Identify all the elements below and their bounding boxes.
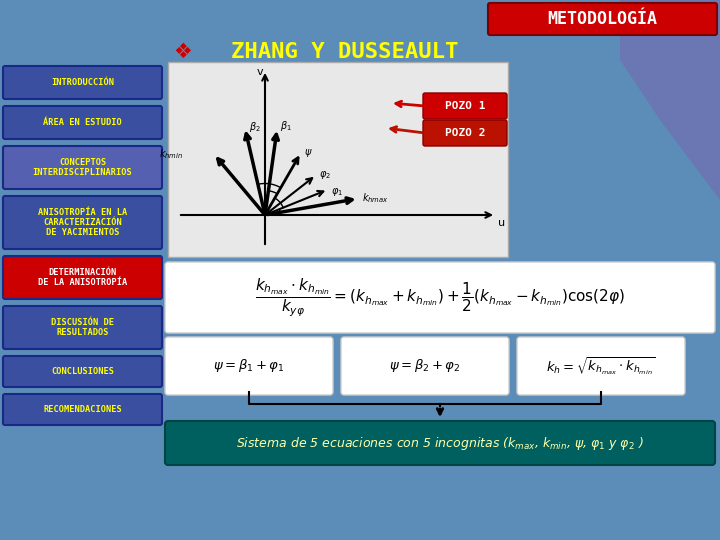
Text: ZHANG Y DUSSEAULT: ZHANG Y DUSSEAULT: [231, 42, 459, 62]
Text: $\dfrac{k_{h_{max}} \cdot k_{h_{min}}}{k_{y\varphi}} = (k_{h_{max}} + k_{h_{min}: $\dfrac{k_{h_{max}} \cdot k_{h_{min}}}{k…: [255, 276, 625, 319]
FancyBboxPatch shape: [3, 196, 162, 249]
FancyBboxPatch shape: [341, 337, 509, 395]
Polygon shape: [620, 0, 720, 200]
Text: ❖: ❖: [174, 42, 192, 62]
Text: $\psi$: $\psi$: [304, 147, 312, 159]
Text: CONCLUSIONES: CONCLUSIONES: [51, 367, 114, 376]
FancyBboxPatch shape: [488, 3, 717, 35]
Text: ÁREA EN ESTUDIO: ÁREA EN ESTUDIO: [43, 118, 122, 127]
FancyBboxPatch shape: [3, 66, 162, 99]
Text: $k_{hmin}$: $k_{hmin}$: [158, 147, 183, 160]
FancyBboxPatch shape: [165, 262, 715, 333]
Text: $\varphi_2$: $\varphi_2$: [319, 169, 331, 181]
FancyBboxPatch shape: [3, 394, 162, 425]
Text: $k_{hmax}$: $k_{hmax}$: [361, 192, 388, 205]
Text: ANISOTROPÍA EN LA
CARACTERIZACIÓN
DE YACIMIENTOS: ANISOTROPÍA EN LA CARACTERIZACIÓN DE YAC…: [38, 207, 127, 238]
Text: RECOMENDACIONES: RECOMENDACIONES: [43, 405, 122, 414]
Text: $\beta_1$: $\beta_1$: [280, 119, 292, 133]
Text: POZO 1: POZO 1: [445, 101, 485, 111]
FancyBboxPatch shape: [165, 421, 715, 465]
Text: Sistema de 5 ecuaciones con 5 incognitas ($\mathit{k_{max}}$, $\mathit{k_{min}}$: Sistema de 5 ecuaciones con 5 incognitas…: [236, 435, 644, 451]
Text: POZO 2: POZO 2: [445, 128, 485, 138]
FancyBboxPatch shape: [517, 337, 685, 395]
FancyBboxPatch shape: [3, 306, 162, 349]
Bar: [168, 62, 508, 257]
Text: $k_h = \sqrt{k_{h_{max}} \cdot k_{h_{min}}}$: $k_h = \sqrt{k_{h_{max}} \cdot k_{h_{min…: [546, 355, 656, 376]
Text: CONCEPTOS
INTERDISCIPLINARIOS: CONCEPTOS INTERDISCIPLINARIOS: [32, 158, 132, 177]
FancyBboxPatch shape: [423, 93, 507, 119]
FancyBboxPatch shape: [3, 106, 162, 139]
FancyBboxPatch shape: [423, 120, 507, 146]
FancyBboxPatch shape: [3, 356, 162, 387]
FancyBboxPatch shape: [3, 256, 162, 299]
Text: $\psi = \beta_2 + \varphi_2$: $\psi = \beta_2 + \varphi_2$: [390, 357, 461, 375]
Text: $\psi = \beta_1 + \varphi_1$: $\psi = \beta_1 + \varphi_1$: [213, 357, 285, 375]
Text: DISCUSIÓN DE
RESULTADOS: DISCUSIÓN DE RESULTADOS: [51, 318, 114, 337]
FancyBboxPatch shape: [3, 146, 162, 189]
Text: METODOLOGÍA: METODOLOGÍA: [547, 10, 657, 28]
FancyBboxPatch shape: [165, 337, 333, 395]
Text: v: v: [256, 67, 263, 77]
Text: $\beta_2$: $\beta_2$: [248, 120, 261, 134]
Text: $\varphi_1$: $\varphi_1$: [331, 186, 343, 198]
Text: u: u: [498, 218, 505, 228]
Text: INTRODUCCIÓN: INTRODUCCIÓN: [51, 78, 114, 87]
Text: DETERMINACIÓN
DE LA ANISOTROPÍA: DETERMINACIÓN DE LA ANISOTROPÍA: [38, 268, 127, 287]
